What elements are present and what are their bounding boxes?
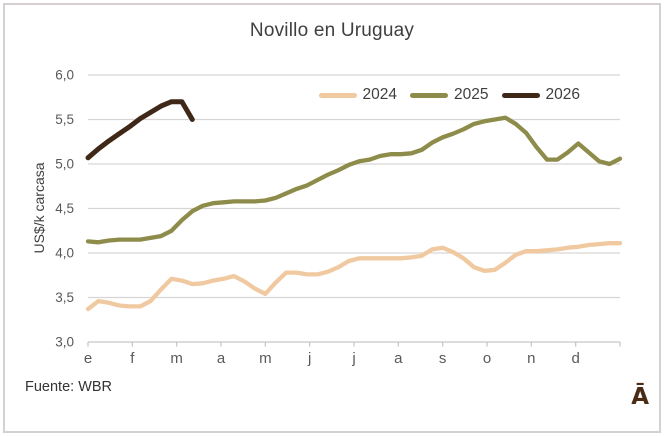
- legend-swatch-2024: [318, 92, 357, 98]
- legend-item-2026: 2026: [501, 86, 580, 104]
- legend-label: 2026: [545, 86, 580, 103]
- source-note: Fuente: WBR: [25, 379, 113, 395]
- y-tick-label: 4,5: [55, 201, 74, 216]
- legend-label: 2024: [362, 86, 398, 103]
- y-tick-label: 3,5: [55, 290, 74, 305]
- y-tick-label: 5,5: [55, 112, 74, 127]
- chart-title: Novillo en Uruguay: [249, 20, 415, 41]
- y-tick-label: 3,0: [55, 335, 74, 350]
- x-tick-label: e: [84, 350, 92, 367]
- series-line-2025: [85, 115, 623, 245]
- x-tick-label: m: [170, 350, 183, 367]
- y-tick-label: 4,0: [55, 246, 74, 261]
- y-tick-label: 6,0: [55, 68, 74, 83]
- x-tick-label: d: [571, 350, 579, 367]
- x-tick-label: m: [259, 350, 272, 367]
- series-line-2026: [85, 99, 195, 161]
- legend-item-2025: 2025: [410, 86, 489, 104]
- x-tick-label: o: [483, 350, 491, 367]
- x-tick-label: n: [527, 350, 535, 367]
- legend-label: 2025: [454, 86, 489, 103]
- x-tick-label: j: [307, 350, 311, 367]
- y-tick-label: 5,0: [55, 157, 74, 172]
- logo-a-macron: Ā: [631, 384, 649, 410]
- series-line-2024: [85, 241, 623, 312]
- legend-item-2024: 2024: [318, 86, 398, 104]
- x-tick-label: f: [130, 350, 135, 367]
- x-tick-label: j: [351, 350, 355, 367]
- legend: 2024 2025 2026: [318, 86, 580, 104]
- x-tick-label: s: [439, 350, 447, 367]
- legend-swatch-2026: [501, 92, 540, 98]
- legend-swatch-2025: [410, 92, 449, 98]
- x-tick-label: a: [217, 350, 226, 367]
- x-tick-label: a: [394, 350, 403, 367]
